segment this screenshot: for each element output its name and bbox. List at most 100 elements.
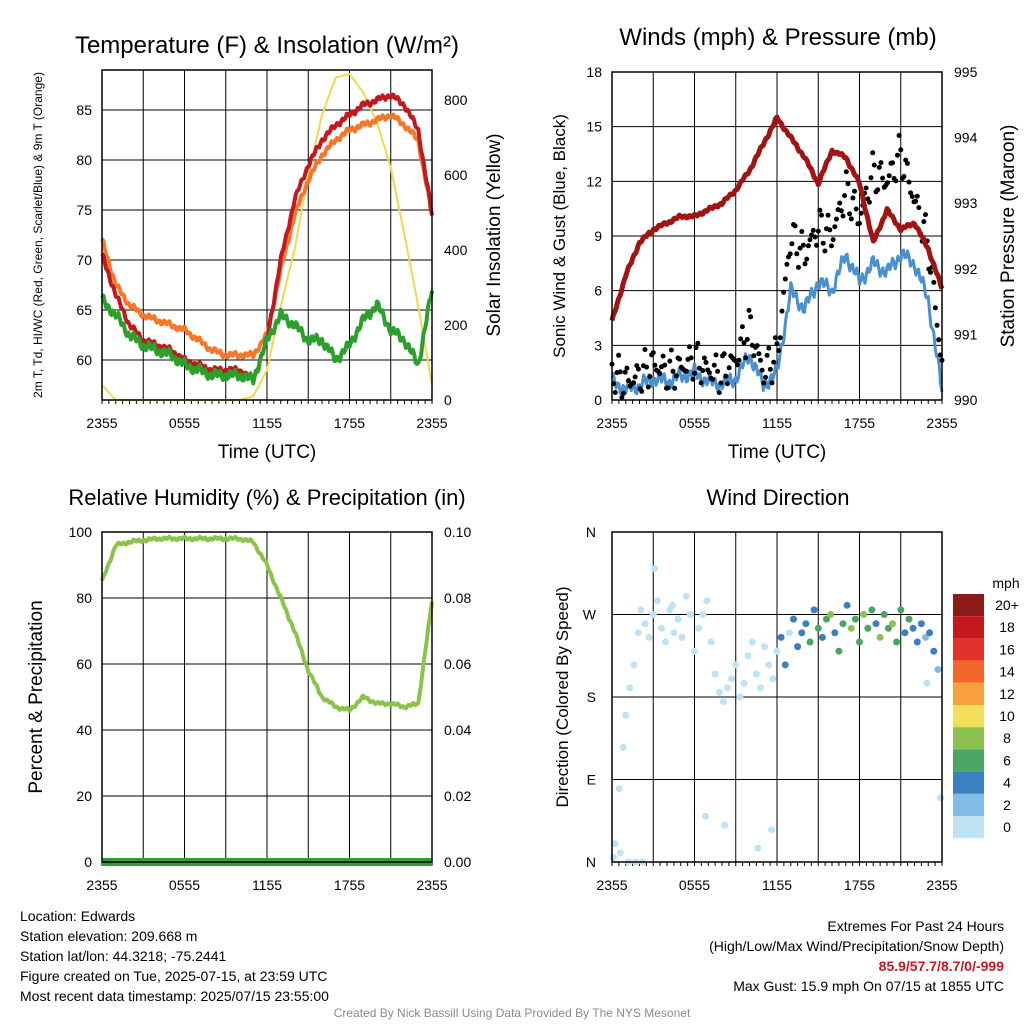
gust-point [657, 371, 663, 377]
direction-point [814, 624, 822, 632]
y-tick-label: 40 [76, 722, 92, 738]
x-tick-label: 1155 [252, 415, 282, 431]
direction-point [707, 638, 715, 646]
gust-point [931, 279, 937, 285]
gust-point [652, 362, 658, 368]
extremes-values: 85.9/57.7/8.7/0/-999 [878, 958, 1004, 974]
gust-point [904, 160, 910, 166]
gust-point [815, 228, 821, 234]
gust-point [721, 351, 727, 357]
gust-point [921, 219, 927, 225]
gust-point [701, 355, 707, 361]
gust-point [645, 384, 651, 390]
direction-point [806, 638, 814, 646]
gust-point [784, 261, 790, 267]
direction-point [615, 785, 623, 793]
gust-point [754, 343, 760, 349]
legend-swatch [953, 594, 984, 617]
gust-point [814, 242, 820, 248]
station-location: Location: Edwards [20, 908, 136, 924]
direction-point [923, 679, 931, 687]
gust-point [923, 212, 928, 218]
direction-point [721, 821, 729, 829]
direction-point [651, 565, 659, 573]
legend-swatch [953, 660, 984, 683]
direction-point [901, 629, 909, 637]
y-right-tick-label: 0.04 [444, 722, 471, 738]
gust-point [825, 212, 831, 218]
chart-title: Relative Humidity (%) & Precipitation (i… [68, 485, 465, 510]
direction-point [818, 633, 826, 641]
gust-point [805, 243, 811, 249]
legend-swatch [953, 682, 984, 705]
gust-point [639, 388, 645, 394]
gust-point [756, 351, 762, 357]
direction-point [930, 647, 938, 655]
gust-point [670, 368, 676, 374]
direction-point [761, 643, 769, 651]
direction-point [798, 629, 806, 637]
direction-point [619, 743, 627, 751]
gust-point [802, 261, 808, 267]
x-tick-label: 0555 [169, 415, 200, 431]
y-tick-label: 15 [586, 119, 602, 135]
direction-point [872, 620, 880, 628]
direction-point [851, 615, 859, 623]
x-tick-label: 2355 [86, 877, 117, 893]
legend-swatch [953, 616, 984, 639]
gust-point [799, 229, 805, 234]
y-right-tick-label: 991 [954, 326, 978, 342]
gust-point [746, 307, 752, 313]
gust-point [687, 344, 692, 350]
direction-point [880, 611, 888, 618]
legend-swatch [953, 749, 984, 772]
gust-point [667, 358, 673, 364]
gust-point [622, 369, 628, 375]
legend-swatch [953, 793, 984, 816]
gust-point [744, 336, 750, 342]
gust-point [650, 350, 656, 356]
direction-point [827, 611, 835, 618]
gust-point [847, 211, 853, 217]
y-tick-label: 75 [76, 202, 92, 218]
gust-point [800, 242, 806, 248]
gust-point [810, 227, 816, 233]
direction-point [611, 840, 619, 848]
legend-label: 6 [1003, 752, 1011, 768]
direction-point [835, 647, 843, 655]
gust-point [748, 314, 754, 320]
direction-point [616, 849, 624, 857]
direction-point [622, 711, 630, 719]
x-tick-label: 1155 [762, 877, 792, 893]
gust-point [672, 385, 678, 391]
gust-point [789, 241, 795, 247]
direction-point [757, 684, 764, 692]
gust-point [759, 367, 765, 373]
gust-point [842, 193, 848, 199]
x-tick-label: 2355 [596, 877, 627, 893]
gust-point [782, 276, 788, 282]
direction-point [802, 620, 810, 628]
gust-point [875, 187, 881, 193]
direction-point [905, 615, 913, 623]
extremes-subtitle: (High/Low/Max Wind/Precipitation/Snow De… [709, 938, 1004, 954]
direction-point [626, 684, 634, 692]
y-right-tick-label: 0.00 [444, 854, 471, 870]
legend-label: 8 [1003, 730, 1011, 746]
direction-point [702, 812, 709, 820]
y-tick-label: N [586, 854, 596, 870]
chart-panel-3: Relative Humidity (%) & Precipitation (i… [26, 485, 471, 893]
y-right-tick-label: 993 [954, 195, 978, 211]
y-right-tick-label: 994 [954, 130, 978, 146]
station-info: Location: Edwards Station elevation: 209… [20, 906, 329, 1006]
direction-point [913, 638, 921, 646]
gust-point [878, 160, 884, 166]
gust-point [713, 352, 719, 358]
x-tick-label: 1755 [334, 415, 365, 431]
gust-point [777, 335, 783, 341]
station-latlon: Station lat/lon: 44.3218; -75.2441 [20, 948, 227, 964]
gust-point [677, 356, 683, 362]
gust-point [644, 364, 650, 370]
gust-point [647, 374, 653, 380]
